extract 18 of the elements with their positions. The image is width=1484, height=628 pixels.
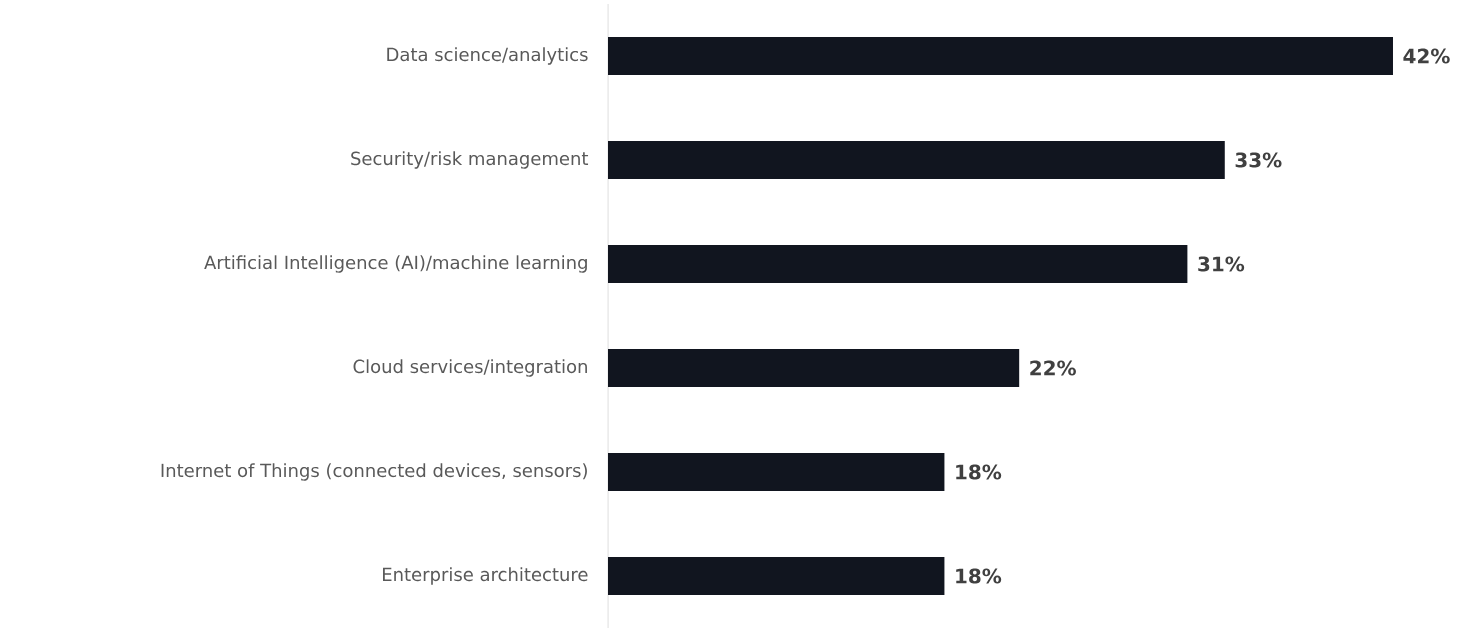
bar: [608, 36, 1393, 75]
y-tick-label: Enterprise architecture: [383, 567, 588, 585]
y-tick-label: Internet of Things (connected devices, sensors): [161, 463, 587, 481]
data-label: 31%: [1198, 256, 1245, 272]
y-tick-label: Cloud services/integration: [353, 359, 587, 377]
data-label: 22%: [1030, 360, 1076, 376]
data-label: 42%: [1403, 48, 1450, 64]
bar: [608, 244, 1188, 283]
y-tick-label: Artificial Intelligence (AI)/machine learning: [204, 255, 587, 273]
data-label: 18%: [956, 464, 1002, 480]
y-tick-label: Security/risk management: [351, 151, 589, 169]
data-label: 33%: [1235, 152, 1282, 168]
bar: [608, 348, 1020, 387]
data-label: 18%: [956, 568, 1002, 584]
bar: [608, 452, 945, 491]
y-tick-label: Data science/analytics: [387, 47, 588, 65]
bar: [608, 140, 1225, 179]
bar: [608, 556, 945, 595]
